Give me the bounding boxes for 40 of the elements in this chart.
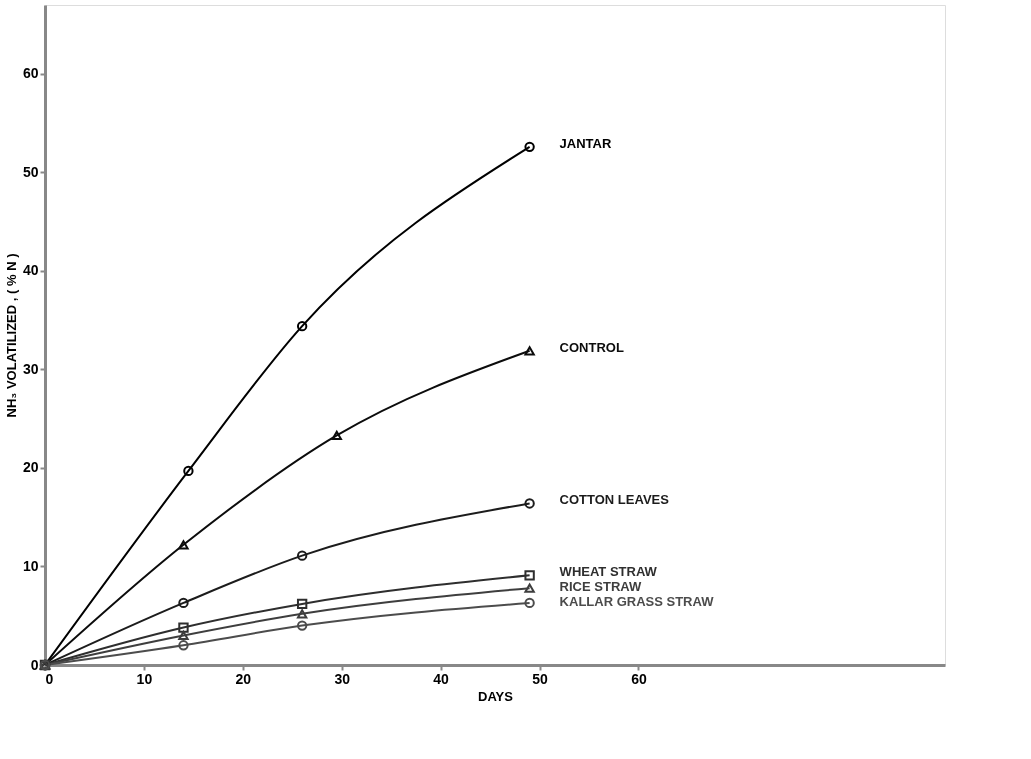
series-label: RICE STRAW: [559, 579, 642, 595]
point: [524, 498, 535, 509]
x-tick-label: 10: [136, 670, 153, 687]
point: [178, 540, 189, 550]
y-axis-title: NH₃ VOLATILIZED , ( % N ): [3, 253, 19, 418]
point: [178, 630, 189, 641]
y-tick-label: 40: [22, 262, 39, 279]
series-label: WHEAT STRAW: [559, 564, 658, 580]
point: [524, 583, 535, 593]
series-label: CONTROL: [559, 339, 624, 355]
y-tick-label: 50: [22, 163, 39, 180]
text: COTTON LEAVES: [559, 492, 670, 508]
point: [524, 346, 535, 356]
point: [183, 465, 194, 477]
point: [296, 320, 308, 332]
y-tick-label: 0: [30, 656, 39, 673]
y-tick-label: 30: [22, 360, 39, 377]
point: [296, 550, 308, 561]
point: [524, 597, 535, 609]
point: [178, 597, 189, 609]
x-axis-title: DAYS: [478, 688, 514, 704]
point: [331, 430, 342, 441]
x-tick-label: 50: [532, 670, 548, 687]
y-tick-label: 20: [22, 459, 39, 476]
text: JANTAR: [559, 135, 612, 151]
point: [296, 598, 308, 610]
x-tick-label: 20: [235, 670, 252, 687]
point: [524, 570, 535, 581]
x-tick-label: 60: [631, 670, 647, 687]
x-tick-label: 40: [433, 670, 450, 687]
point: [178, 622, 189, 633]
x-tick-label: 30: [334, 670, 351, 687]
y-tick-label: 10: [22, 557, 39, 574]
point: [524, 141, 535, 153]
series-label: KALLAR GRASS STRAW: [559, 594, 715, 610]
x-tick-label: 0: [45, 670, 54, 687]
point: [178, 640, 189, 651]
y-tick-label: 60: [22, 65, 39, 82]
point: [296, 620, 308, 631]
point: [296, 609, 308, 619]
